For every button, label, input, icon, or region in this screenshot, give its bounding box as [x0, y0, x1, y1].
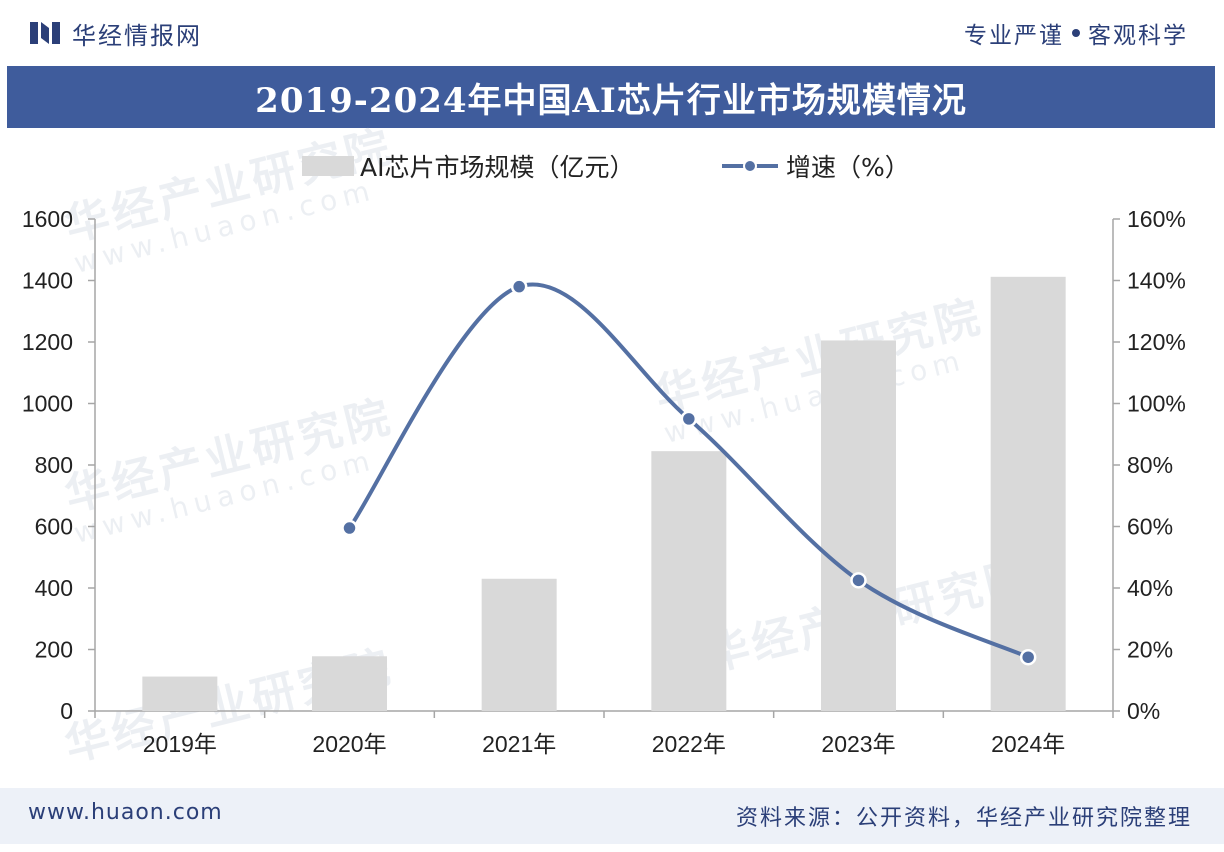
slogan-dot-icon	[1072, 29, 1080, 37]
chart-title: 2019-2024年中国AI芯片行业市场规模情况	[255, 80, 967, 121]
y-left-tick-label: 200	[35, 637, 73, 663]
y-right-tick-label: 120%	[1127, 329, 1186, 355]
growth-rate-point	[1019, 648, 1037, 666]
bar	[990, 276, 1066, 711]
legend-line-swatch-icon	[722, 159, 778, 173]
title-bar: 2019-2024年中国AI芯片行业市场规模情况	[7, 66, 1215, 128]
y-left-tick-label: 0	[60, 698, 73, 724]
brand: 华经情报网	[30, 18, 202, 50]
legend-bar-swatch	[302, 156, 354, 176]
legend-label-bar: AI芯片市场规模（亿元）	[360, 153, 635, 182]
top-header: 华经情报网 专业严谨 客观科学	[0, 0, 1224, 64]
footer-website: www.huaon.com	[28, 800, 223, 825]
legend-item-bar: AI芯片市场规模（亿元）	[302, 148, 634, 184]
bar	[312, 656, 387, 711]
y-right-tick-label: 140%	[1127, 268, 1186, 294]
y-right-tick-label: 80%	[1127, 452, 1173, 478]
x-tick-label: 2022年	[652, 731, 726, 757]
y-right-tick-label: 20%	[1127, 637, 1173, 663]
footer-source: 资料来源：公开资料，华经产业研究院整理	[735, 806, 1192, 831]
y-right-tick-label: 60%	[1127, 514, 1173, 540]
y-right-tick-label: 100%	[1127, 391, 1186, 417]
slogan: 专业严谨 客观科学	[964, 18, 1188, 49]
y-left-tick-label: 400	[35, 575, 73, 601]
y-right-tick-label: 160%	[1127, 206, 1186, 232]
chart-plot: 0 200 400 600 800 1000 1200 1400 1600 0% 20% 40% 60%…	[22, 206, 1186, 757]
x-tick-label: 2024年	[991, 731, 1065, 757]
y-left-tick-label: 1200	[22, 329, 73, 355]
slogan-left: 专业严谨	[964, 23, 1064, 49]
growth-rate-line	[347, 282, 1029, 660]
chart-legend: AI芯片市场规模（亿元） 增速（%）	[0, 142, 1224, 192]
huajing-logo-icon	[30, 22, 60, 44]
brand-name: 华经情报网	[72, 21, 202, 50]
y-right-tick-label: 40%	[1127, 575, 1173, 601]
growth-rate-point	[341, 519, 358, 537]
slogan-right: 客观科学	[1088, 23, 1188, 49]
x-tick-label: 2019年	[143, 731, 217, 757]
bar	[651, 451, 727, 711]
x-tick-label: 2023年	[821, 731, 895, 757]
bar	[142, 676, 218, 711]
y-left-tick-label: 800	[35, 452, 73, 478]
y-left-tick-label: 1400	[22, 268, 73, 294]
growth-rate-point	[850, 572, 867, 589]
y-left-tick-label: 600	[35, 514, 73, 540]
y-left-tick-label: 1000	[22, 391, 73, 417]
y-right-tick-label: 0%	[1127, 698, 1160, 724]
y-left-tick-label: 1600	[22, 206, 73, 232]
growth-rate-point	[510, 278, 528, 295]
x-tick-label: 2021年	[482, 731, 556, 757]
footer: www.huaon.com 资料来源：公开资料，华经产业研究院整理	[0, 788, 1224, 844]
bar	[821, 340, 896, 711]
x-tick-label: 2020年	[312, 731, 386, 757]
legend-item-line: 增速（%）	[722, 148, 910, 184]
growth-rate-point	[680, 410, 698, 428]
bar	[481, 578, 557, 711]
legend-label-line: 增速（%）	[786, 153, 910, 182]
